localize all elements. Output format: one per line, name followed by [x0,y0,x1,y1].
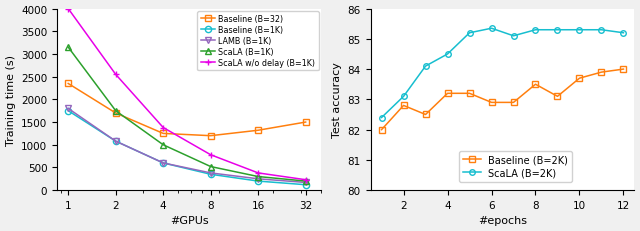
ScaLA (B=2K) [400,96,408,98]
Baseline (B=2K) [532,83,540,86]
Baseline (B=2K) [400,105,408,107]
LAMB (B=1K) [159,162,167,165]
ScaLA (B=2K) [422,65,429,68]
ScaLA w/o delay (B=1K) [112,74,120,76]
ScaLA (B=2K) [554,29,561,32]
LAMB (B=1K) [302,181,310,184]
LAMB (B=1K) [207,172,214,175]
Baseline (B=2K) [620,68,627,71]
Baseline (B=2K) [575,77,583,80]
ScaLA w/o delay (B=1K) [159,127,167,129]
Y-axis label: Test accuracy: Test accuracy [332,62,342,138]
Baseline (B=2K) [466,92,474,95]
ScaLA (B=2K) [444,53,451,56]
Baseline (B=1K) [65,110,72,113]
Baseline (B=32) [112,112,120,115]
Baseline (B=1K) [207,173,214,176]
ScaLA (B=2K) [466,32,474,35]
ScaLA w/o delay (B=1K) [207,154,214,156]
Legend: Baseline (B=32), Baseline (B=1K), LAMB (B=1K), ScaLA (B=1K), ScaLA w/o delay (B=: Baseline (B=32), Baseline (B=1K), LAMB (… [197,12,319,71]
ScaLA w/o delay (B=1K) [302,179,310,181]
ScaLA w/o delay (B=1K) [254,172,262,175]
Baseline (B=2K) [444,92,451,95]
Line: LAMB (B=1K): LAMB (B=1K) [65,106,308,186]
LAMB (B=1K) [112,140,120,143]
ScaLA (B=2K) [620,32,627,35]
Baseline (B=1K) [159,162,167,165]
Baseline (B=32) [254,129,262,132]
Baseline (B=32) [207,135,214,137]
ScaLA (B=1K) [65,47,72,49]
LAMB (B=1K) [65,108,72,110]
Baseline (B=2K) [488,102,495,104]
Baseline (B=2K) [554,96,561,98]
ScaLA (B=1K) [159,144,167,146]
Baseline (B=2K) [378,129,385,131]
Line: ScaLA (B=2K): ScaLA (B=2K) [379,26,626,121]
Baseline (B=1K) [302,184,310,186]
Line: ScaLA (B=1K): ScaLA (B=1K) [65,45,308,184]
Y-axis label: Training time (s): Training time (s) [6,55,15,145]
ScaLA (B=2K) [598,29,605,32]
Baseline (B=2K) [422,114,429,116]
Baseline (B=2K) [598,71,605,74]
ScaLA (B=1K) [207,165,214,168]
X-axis label: #GPUs: #GPUs [170,216,209,225]
Line: Baseline (B=1K): Baseline (B=1K) [65,108,308,188]
Line: Baseline (B=2K): Baseline (B=2K) [379,67,626,133]
Baseline (B=32) [159,132,167,135]
ScaLA (B=2K) [532,29,540,32]
LAMB (B=1K) [254,178,262,180]
Baseline (B=2K) [509,102,517,104]
Baseline (B=32) [302,121,310,124]
ScaLA w/o delay (B=1K) [65,8,72,11]
ScaLA (B=1K) [302,180,310,183]
X-axis label: #epochs: #epochs [478,216,527,225]
ScaLA (B=1K) [254,175,262,178]
Line: Baseline (B=32): Baseline (B=32) [65,81,308,139]
Baseline (B=32) [65,83,72,85]
Baseline (B=1K) [254,180,262,183]
ScaLA (B=1K) [112,110,120,113]
Line: ScaLA w/o delay (B=1K): ScaLA w/o delay (B=1K) [65,6,308,183]
ScaLA (B=2K) [509,35,517,38]
ScaLA (B=2K) [488,28,495,30]
ScaLA (B=2K) [378,117,385,119]
Baseline (B=1K) [112,140,120,143]
ScaLA (B=2K) [575,29,583,32]
Legend: Baseline (B=2K), ScaLA (B=2K): Baseline (B=2K), ScaLA (B=2K) [460,151,572,182]
